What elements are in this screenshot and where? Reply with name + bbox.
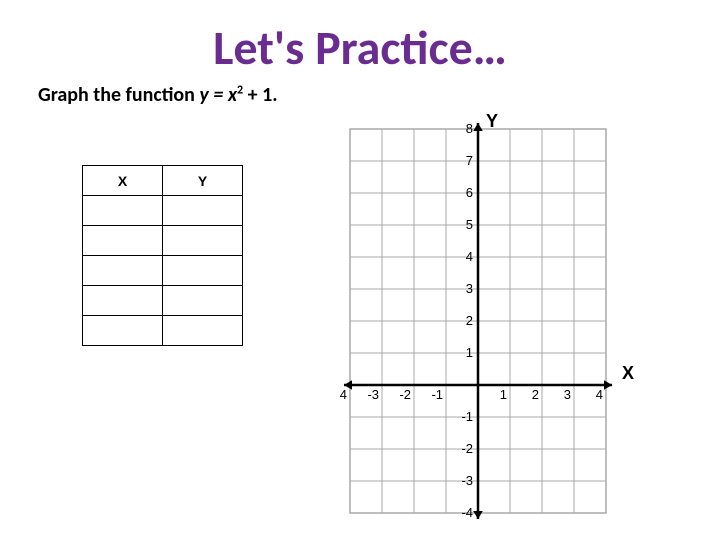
- table-cell: [83, 316, 163, 346]
- svg-text:-3: -3: [461, 473, 473, 488]
- svg-text:2: 2: [532, 387, 539, 402]
- table-cell: [83, 286, 163, 316]
- svg-text:-3: -3: [367, 387, 379, 402]
- svg-text:4: 4: [466, 249, 473, 264]
- instruction-prefix: Graph the function: [38, 83, 199, 107]
- table-row: [83, 226, 243, 256]
- table-row: [83, 256, 243, 286]
- svg-text:-1: -1: [461, 409, 473, 424]
- table-header-x: X: [83, 166, 163, 196]
- svg-text:7: 7: [466, 153, 473, 168]
- table-row: [83, 286, 243, 316]
- content-area: X Y -4-3-2-11234-4-3-2-112345678XY: [0, 107, 720, 527]
- table-cell: [163, 226, 243, 256]
- svg-text:8: 8: [466, 121, 473, 136]
- svg-text:5: 5: [466, 217, 473, 232]
- svg-text:1: 1: [466, 345, 473, 360]
- table-cell: [83, 196, 163, 226]
- page-title: Let's Practice…: [0, 18, 720, 77]
- instruction-suffix: + 1.: [243, 83, 277, 107]
- svg-text:-2: -2: [399, 387, 411, 402]
- table-cell: [163, 256, 243, 286]
- table-header-row: X Y: [83, 166, 243, 196]
- table-cell: [83, 256, 163, 286]
- instruction-text: Graph the function y = x2 + 1.: [38, 83, 720, 107]
- table-cell: [83, 226, 163, 256]
- svg-text:-4: -4: [340, 387, 347, 402]
- svg-text:3: 3: [466, 281, 473, 296]
- table-cell: [163, 316, 243, 346]
- svg-text:3: 3: [564, 387, 571, 402]
- svg-text:-1: -1: [431, 387, 443, 402]
- table-cell: [163, 286, 243, 316]
- svg-text:4: 4: [596, 387, 603, 402]
- table-cell: [163, 196, 243, 226]
- svg-text:2: 2: [466, 313, 473, 328]
- table-row: [83, 196, 243, 226]
- coordinate-graph: -4 -3 -2 -1 1 2 3 4 -4 -3 -2 -1 1 2 3 4 5 6 7 8 X Y: [340, 111, 636, 528]
- svg-text:X: X: [622, 363, 634, 383]
- svg-text:1: 1: [500, 387, 507, 402]
- svg-text:-4: -4: [461, 505, 473, 520]
- svg-text:Y: Y: [486, 111, 498, 131]
- xy-table: X Y: [82, 165, 243, 346]
- svg-text:-2: -2: [461, 441, 473, 456]
- instruction-fn: y = x: [199, 83, 237, 107]
- svg-text:6: 6: [466, 185, 473, 200]
- table-row: [83, 316, 243, 346]
- table-header-y: Y: [163, 166, 243, 196]
